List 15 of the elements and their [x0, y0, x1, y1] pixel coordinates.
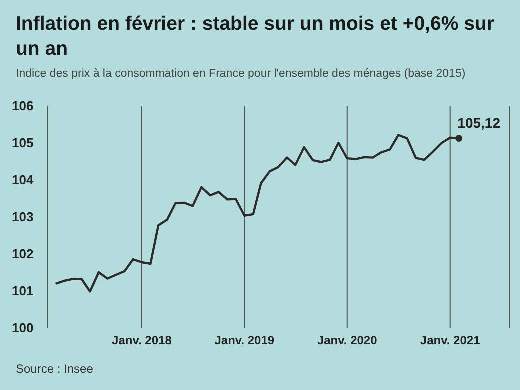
- y-tick-label: 105: [12, 136, 34, 151]
- x-tick-label: Janv. 2021: [420, 334, 481, 348]
- source-note: Source : Insee: [16, 362, 94, 376]
- y-tick-label: 103: [12, 210, 34, 225]
- y-tick-label: 100: [12, 320, 34, 336]
- y-tick-label: 106: [12, 98, 34, 114]
- y-tick-label: 101: [12, 284, 34, 299]
- chart-title: Inflation en février : stable sur un mois et +0,6% sur un an: [16, 12, 496, 62]
- x-tick-label: Janv. 2020: [317, 334, 378, 348]
- x-tick-label: Janv. 2018: [112, 334, 172, 348]
- chart-subtitle: Indice des prix à la consommation en France pour l'ensemble des ménages (base 2015): [16, 68, 467, 80]
- y-tick-label: 102: [12, 246, 34, 262]
- x-tick-label: Janv. 2019: [214, 334, 275, 348]
- y-tick-label: 104: [12, 172, 34, 188]
- annotation: 105,12: [458, 115, 501, 132]
